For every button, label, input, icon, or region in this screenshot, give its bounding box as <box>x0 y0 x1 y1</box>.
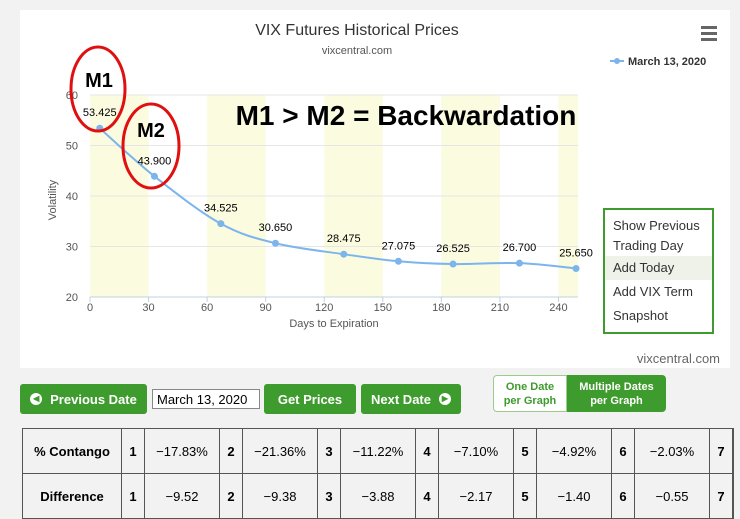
date-input[interactable] <box>152 389 260 409</box>
month-number: 7 <box>709 428 733 474</box>
data-label: 26.525 <box>436 243 470 255</box>
month-number: 5 <box>513 473 537 519</box>
month-number: 2 <box>219 428 243 474</box>
menu-item-add-vix-term[interactable]: Add VIX Term <box>613 284 693 299</box>
menu-item-show-previous-line2: Trading Day <box>613 238 684 253</box>
data-point[interactable] <box>449 260 457 268</box>
m1-highlight-circle <box>69 45 127 133</box>
chevron-right-icon: ▶ <box>438 393 451 405</box>
month-number: 1 <box>121 428 145 474</box>
row-header: Difference <box>22 473 122 519</box>
x-tick-label: 90 <box>260 302 272 314</box>
multiple-dates-per-graph-toggle[interactable]: Multiple Dates per Graph <box>567 375 666 412</box>
one-date-per-graph-toggle[interactable]: One Date per Graph <box>493 375 567 412</box>
menu-item-show-previous-line1: Show Previous <box>613 218 700 233</box>
month-number: 4 <box>415 473 439 519</box>
chart-container: 20 30 40 50 60 0 30 60 90 120 150 180 210 240 53.425… <box>20 10 730 368</box>
x-tick-label: 0 <box>87 302 93 314</box>
data-label: 28.475 <box>327 233 361 245</box>
table-value: −1.40 <box>536 473 612 519</box>
data-label: 26.700 <box>503 242 537 254</box>
x-tick-label: 120 <box>315 302 333 314</box>
month-number: 2 <box>219 473 243 519</box>
data-label: 30.650 <box>259 222 293 234</box>
m2-annotation: M2 <box>137 120 165 142</box>
m2-highlight-circle <box>121 102 181 190</box>
hamburger-menu-icon[interactable] <box>701 26 717 41</box>
x-tick-label: 240 <box>549 302 567 314</box>
data-label: 43.900 <box>138 155 172 167</box>
table-value: −4.92% <box>536 428 612 474</box>
data-label: 53.425 <box>83 107 117 119</box>
x-tick-label: 60 <box>201 302 213 314</box>
data-label: 34.525 <box>204 203 238 215</box>
table-row: % Contango 1 −17.83% 2 −21.36% 3 −11.22% 4 −7.10… <box>22 428 734 474</box>
legend-item[interactable]: March 13, 2020 <box>610 56 706 68</box>
data-label: 25.650 <box>559 247 593 259</box>
next-date-label: Next Date <box>371 391 431 407</box>
chevron-left-icon: ◀ <box>30 393 43 405</box>
x-tick-label: 210 <box>491 302 509 314</box>
menu-item-show-previous[interactable]: Show Previous Trading Day <box>605 214 712 256</box>
chart-context-menu: Show Previous Trading Day Add Today Add … <box>603 208 714 334</box>
table-value: −21.36% <box>242 428 318 474</box>
x-tick-label: 180 <box>432 302 450 314</box>
month-number: 6 <box>611 428 635 474</box>
data-label: 27.075 <box>382 240 416 252</box>
chart-subtitle: vixcentral.com <box>322 45 392 57</box>
m1-annotation: M1 <box>85 70 113 92</box>
data-point[interactable] <box>572 264 580 272</box>
table-value: −17.83% <box>144 428 220 474</box>
y-tick-label: 30 <box>66 242 78 254</box>
menu-item-add-today[interactable]: Add Today <box>605 256 712 280</box>
table-value: −2.03% <box>634 428 710 474</box>
month-number: 3 <box>317 473 341 519</box>
table-value: −9.52 <box>144 473 220 519</box>
table-value <box>732 428 734 474</box>
menu-item-snapshot[interactable]: Snapshot <box>613 308 668 323</box>
series-line <box>99 127 577 270</box>
table-row: Difference 1 −9.52 2 −9.38 3 −3.88 4 −2.17 5 −1.40… <box>22 473 734 519</box>
month-number: 3 <box>317 428 341 474</box>
month-number: 4 <box>415 428 439 474</box>
chart-title: VIX Futures Historical Prices <box>255 22 459 39</box>
data-point[interactable] <box>150 172 158 180</box>
table-value: −9.38 <box>242 473 318 519</box>
y-tick-label: 40 <box>66 191 78 203</box>
contango-table: % Contango 1 −17.83% 2 −21.36% 3 −11.22% 4 −7.10… <box>22 428 734 519</box>
y-tick-label: 20 <box>66 292 78 304</box>
month-number: 7 <box>709 473 733 519</box>
table-value <box>732 473 734 519</box>
next-date-button[interactable]: Next Date ▶ <box>361 384 461 414</box>
month-number: 1 <box>121 473 145 519</box>
legend-point-marker <box>614 58 620 64</box>
month-number: 5 <box>513 428 537 474</box>
previous-date-label: Previous Date <box>50 391 137 407</box>
table-value: −0.55 <box>634 473 710 519</box>
table-value: −11.22% <box>340 428 416 474</box>
data-point[interactable] <box>515 259 523 267</box>
get-prices-button[interactable]: Get Prices <box>264 384 356 414</box>
x-axis-label: Days to Expiration <box>289 318 378 330</box>
x-tick-label: 30 <box>142 302 154 314</box>
data-point[interactable] <box>217 220 225 228</box>
table-value: −3.88 <box>340 473 416 519</box>
month-number: 6 <box>611 473 635 519</box>
data-point[interactable] <box>394 257 402 265</box>
table-value: −7.10% <box>438 428 514 474</box>
row-header: % Contango <box>22 428 122 474</box>
previous-date-button[interactable]: ◀ Previous Date <box>20 384 147 414</box>
data-point[interactable] <box>340 250 348 258</box>
y-axis-label: Volatility <box>47 179 59 220</box>
chart-credit: vixcentral.com <box>637 351 720 366</box>
x-tick-label: 150 <box>374 302 392 314</box>
data-point[interactable] <box>271 239 279 247</box>
legend-label: March 13, 2020 <box>628 56 706 68</box>
backwardation-annotation: M1 > M2 = Backwardation <box>236 100 577 131</box>
table-value: −2.17 <box>438 473 514 519</box>
y-tick-label: 50 <box>66 141 78 153</box>
